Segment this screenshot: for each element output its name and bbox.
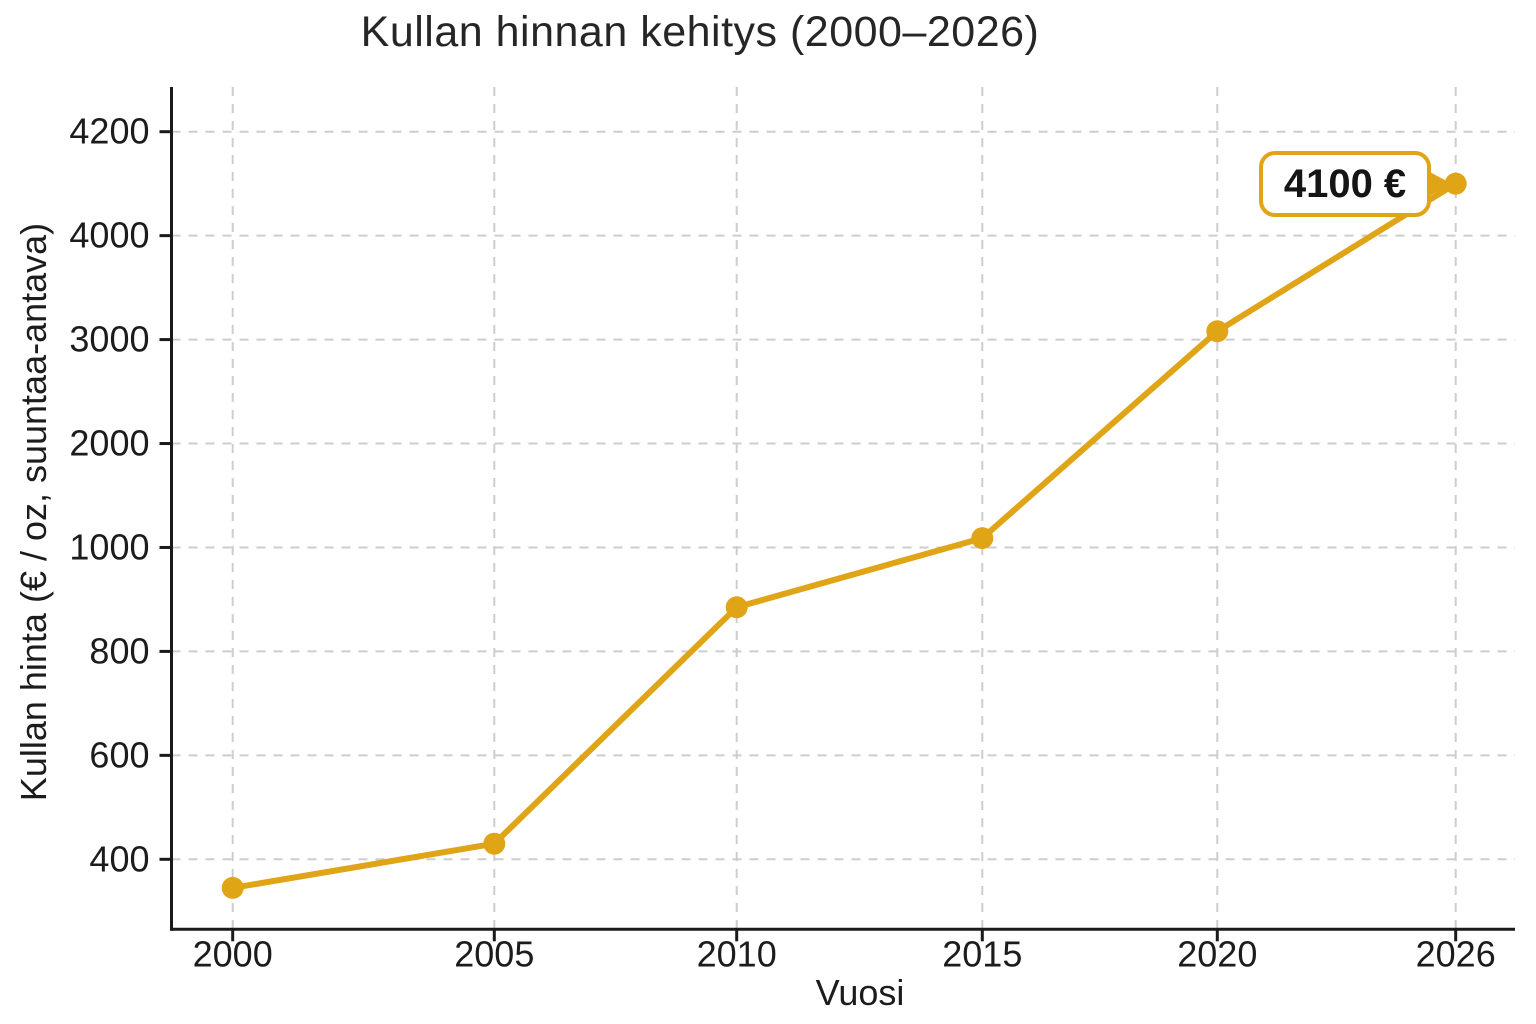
data-line <box>229 180 1459 891</box>
y-tick-label: 1000 <box>69 526 149 567</box>
x-axis-label: Vuosi <box>815 972 905 1013</box>
y-tick-label: 600 <box>89 734 149 775</box>
x-tick-label: 2015 <box>942 933 1022 974</box>
data-point <box>1206 320 1229 343</box>
x-tick-label: 2000 <box>193 933 273 974</box>
x-tick-label: 2010 <box>697 933 777 974</box>
chart-title: Kullan hinnan kehitys (2000–2026) <box>360 8 1040 56</box>
y-tick-label: 4200 <box>69 111 149 152</box>
y-tick-label: 4000 <box>69 215 149 256</box>
data-point <box>483 832 506 855</box>
annotation-pointer <box>1426 170 1452 198</box>
data-point <box>1444 172 1467 195</box>
annotation-callout: 4100 € <box>1259 151 1431 217</box>
y-axis-label: Kullan hinta (€ / oz, suuntaa-antava) <box>13 222 54 802</box>
y-tick-label: 3000 <box>69 319 149 360</box>
x-tick-label: 2026 <box>1416 933 1496 974</box>
x-tick-label: 2020 <box>1177 933 1257 974</box>
data-point <box>971 527 994 550</box>
y-tick-label: 400 <box>89 838 149 879</box>
y-tick-label: 800 <box>89 630 149 671</box>
data-point <box>221 876 244 899</box>
x-tick-label: 2005 <box>454 933 534 974</box>
y-tick-label: 2000 <box>69 423 149 464</box>
data-point <box>725 596 748 619</box>
